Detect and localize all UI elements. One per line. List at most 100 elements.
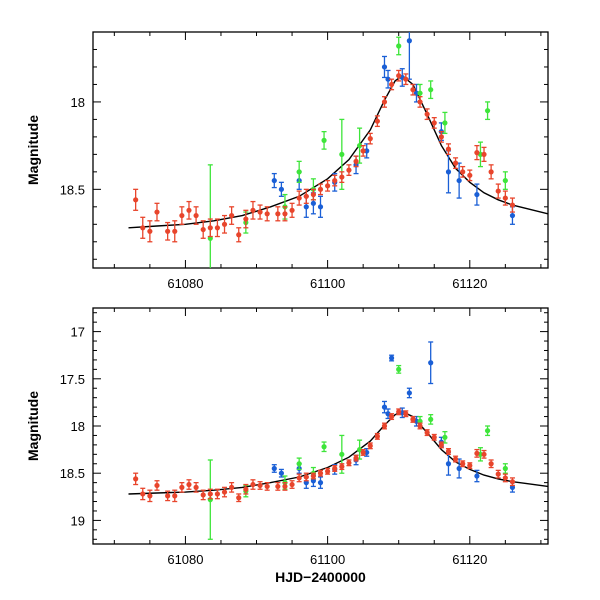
data-point bbox=[207, 491, 213, 497]
x-tick-label: 61100 bbox=[310, 276, 345, 291]
data-point bbox=[186, 481, 192, 488]
data-point bbox=[381, 64, 388, 70]
data-point bbox=[317, 480, 324, 486]
data-point bbox=[364, 148, 370, 154]
data-point bbox=[257, 482, 263, 489]
data-point bbox=[317, 470, 324, 476]
data-point bbox=[186, 207, 192, 213]
data-point bbox=[214, 225, 221, 231]
data-point bbox=[367, 443, 373, 449]
data-point bbox=[179, 484, 185, 490]
data-point bbox=[200, 226, 206, 233]
data-point bbox=[229, 484, 235, 490]
data-point bbox=[431, 120, 437, 126]
data-point bbox=[431, 434, 437, 440]
data-point bbox=[172, 493, 178, 499]
x-tick-label: 61080 bbox=[167, 276, 203, 291]
y-tick-label: 19 bbox=[71, 513, 85, 528]
data-point bbox=[484, 428, 491, 434]
data-point bbox=[296, 475, 302, 481]
data-point bbox=[346, 460, 352, 466]
data-point bbox=[172, 228, 178, 234]
data-point bbox=[438, 442, 444, 448]
data-point bbox=[396, 366, 402, 372]
data-point bbox=[388, 355, 395, 361]
data-point bbox=[417, 99, 423, 105]
data-point bbox=[396, 73, 402, 79]
data-point bbox=[474, 191, 480, 198]
data-point bbox=[388, 81, 395, 88]
data-point bbox=[221, 221, 228, 227]
data-point bbox=[133, 197, 139, 203]
data-point bbox=[385, 411, 391, 417]
data-point bbox=[296, 169, 302, 175]
data-point bbox=[229, 212, 235, 219]
data-point bbox=[381, 423, 388, 429]
data-point bbox=[460, 169, 466, 175]
data-point bbox=[452, 160, 459, 166]
data-point bbox=[353, 455, 359, 461]
data-point bbox=[147, 493, 153, 499]
plot-frame bbox=[92, 31, 549, 269]
series-red bbox=[133, 408, 516, 503]
data-point bbox=[310, 200, 316, 206]
data-point bbox=[488, 461, 494, 467]
data-point bbox=[502, 177, 508, 184]
data-point bbox=[310, 191, 316, 198]
data-point bbox=[442, 120, 448, 126]
data-point bbox=[271, 465, 277, 472]
y-tick-label: 18 bbox=[71, 419, 85, 434]
data-point bbox=[428, 416, 434, 422]
data-point bbox=[282, 211, 288, 217]
data-point bbox=[467, 463, 473, 469]
data-point bbox=[346, 167, 352, 173]
data-point bbox=[442, 434, 448, 440]
data-point bbox=[296, 461, 302, 467]
data-point bbox=[428, 87, 434, 93]
data-point bbox=[296, 195, 302, 201]
data-point bbox=[495, 471, 501, 477]
y-tick-label: 17.5 bbox=[60, 372, 85, 387]
data-point bbox=[193, 212, 199, 219]
data-point bbox=[481, 451, 487, 457]
data-point bbox=[339, 463, 345, 470]
data-point bbox=[236, 495, 242, 501]
data-point bbox=[385, 76, 391, 82]
data-point bbox=[474, 473, 480, 479]
x-tick-label: 61120 bbox=[452, 276, 487, 291]
bottom-panel: 61080 61100 61120 17 17.5 18 18.5 19 Magnitude HJ… bbox=[25, 307, 549, 585]
data-point bbox=[243, 486, 249, 492]
data-point bbox=[243, 216, 249, 222]
x-axis-title: HJD−2400000 bbox=[275, 569, 366, 585]
data-point bbox=[165, 228, 171, 234]
data-point bbox=[438, 134, 444, 140]
data-point bbox=[509, 202, 516, 208]
data-point bbox=[278, 470, 284, 476]
data-point bbox=[214, 491, 221, 497]
data-point bbox=[364, 449, 370, 456]
data-point bbox=[303, 193, 309, 199]
data-point bbox=[367, 136, 373, 142]
data-point bbox=[474, 450, 480, 456]
top-panel: 61080 61100 61120 18 18.5 Magnitude bbox=[25, 31, 549, 291]
data-point bbox=[250, 207, 256, 213]
data-point bbox=[417, 90, 423, 96]
data-point bbox=[357, 143, 363, 149]
data-point bbox=[374, 433, 380, 439]
data-point bbox=[221, 489, 228, 495]
data-point bbox=[452, 456, 459, 462]
data-point bbox=[154, 209, 160, 215]
data-point bbox=[396, 409, 402, 415]
data-point bbox=[303, 204, 309, 210]
data-point bbox=[179, 212, 185, 219]
data-point bbox=[303, 474, 309, 480]
data-point bbox=[154, 482, 160, 489]
y-tick-label: 18 bbox=[71, 95, 85, 110]
data-point bbox=[282, 483, 288, 490]
data-point bbox=[357, 447, 363, 453]
data-point bbox=[325, 183, 331, 189]
data-point bbox=[339, 151, 345, 157]
data-point bbox=[474, 150, 480, 156]
data-point bbox=[445, 448, 452, 455]
plot-area bbox=[128, 341, 548, 540]
